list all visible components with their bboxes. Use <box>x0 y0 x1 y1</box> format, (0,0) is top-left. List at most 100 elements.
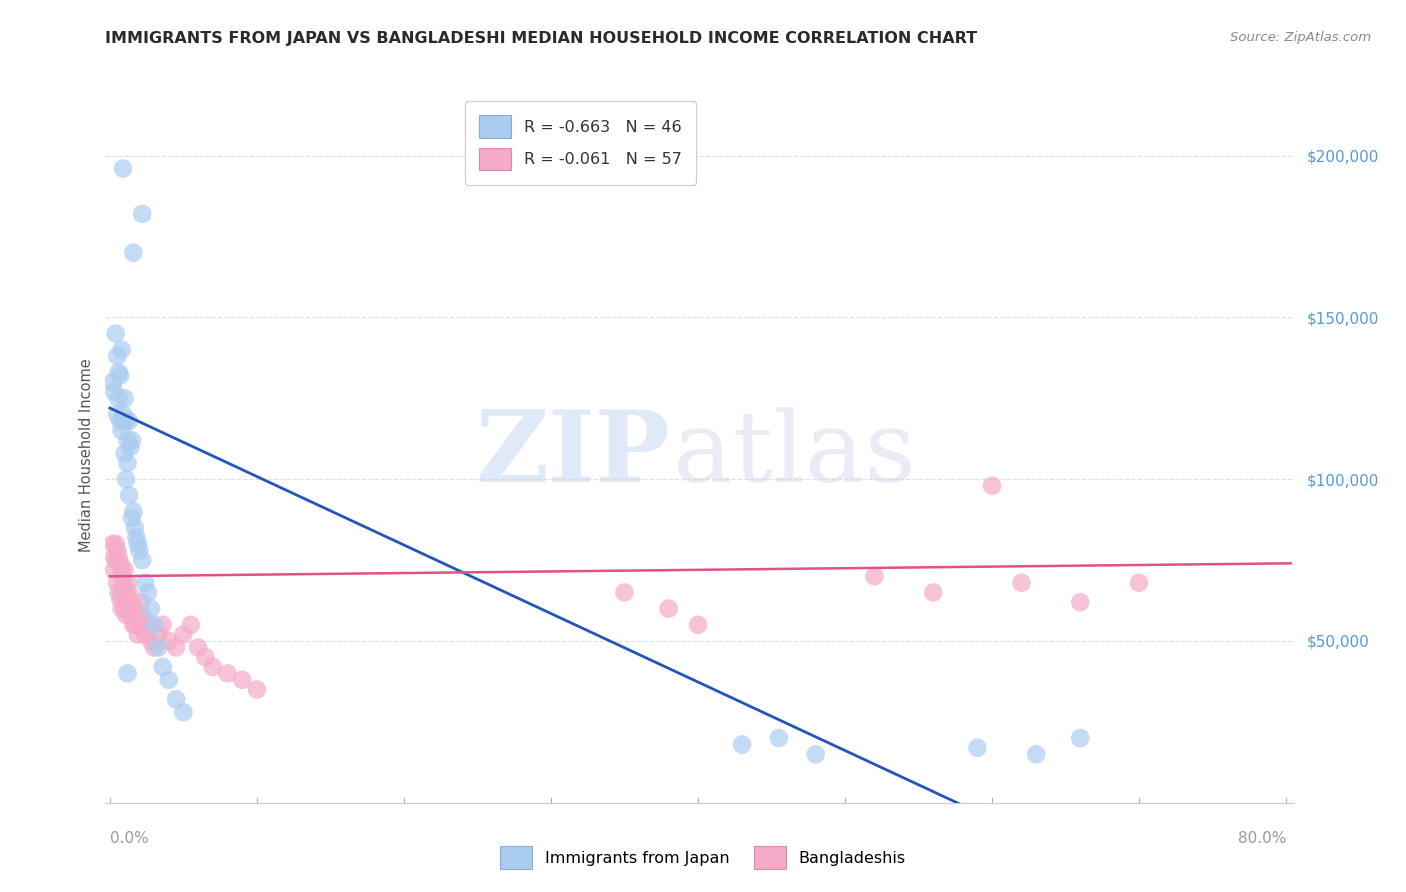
Point <box>246 682 269 697</box>
Point <box>105 408 128 422</box>
Point <box>127 627 149 641</box>
Point <box>768 731 790 745</box>
Point <box>117 575 139 590</box>
Point <box>122 601 145 615</box>
Point <box>1011 575 1033 590</box>
Point <box>105 543 128 558</box>
Point <box>117 595 139 609</box>
Point <box>658 601 681 615</box>
Point <box>115 608 138 623</box>
Point <box>103 563 125 577</box>
Point <box>105 575 128 590</box>
Point <box>111 601 134 615</box>
Point <box>114 563 136 577</box>
Point <box>686 617 709 632</box>
Point <box>180 617 202 632</box>
Point <box>134 575 156 590</box>
Point <box>131 553 153 567</box>
Point <box>121 511 143 525</box>
Point <box>103 549 125 564</box>
Point <box>118 414 141 428</box>
Point <box>201 660 224 674</box>
Point <box>187 640 209 655</box>
Point <box>112 575 135 590</box>
Point <box>112 414 135 428</box>
Point <box>111 563 134 577</box>
Point <box>217 666 239 681</box>
Text: IMMIGRANTS FROM JAPAN VS BANGLADESHI MEDIAN HOUSEHOLD INCOME CORRELATION CHART: IMMIGRANTS FROM JAPAN VS BANGLADESHI MED… <box>105 31 977 46</box>
Point <box>111 424 134 438</box>
Point <box>118 585 141 599</box>
Point <box>613 585 636 599</box>
Point <box>115 472 138 486</box>
Point <box>139 601 162 615</box>
Point <box>104 537 127 551</box>
Point <box>112 161 135 176</box>
Point <box>922 585 945 599</box>
Point <box>114 446 136 460</box>
Point <box>134 627 156 641</box>
Point <box>114 601 136 615</box>
Point <box>152 660 174 674</box>
Point <box>125 608 148 623</box>
Point <box>103 384 125 399</box>
Point <box>231 673 253 687</box>
Point <box>104 553 127 567</box>
Point <box>117 666 139 681</box>
Point <box>122 245 145 260</box>
Text: ZIP: ZIP <box>475 407 669 503</box>
Point <box>157 673 180 687</box>
Point <box>114 392 136 406</box>
Point <box>121 434 143 448</box>
Point <box>136 617 159 632</box>
Point <box>112 585 135 599</box>
Point <box>105 349 128 363</box>
Point <box>148 640 170 655</box>
Point <box>118 488 141 502</box>
Point <box>107 392 129 406</box>
Point <box>117 434 139 448</box>
Point <box>1069 731 1091 745</box>
Point <box>120 440 142 454</box>
Point <box>101 375 124 389</box>
Point <box>124 617 146 632</box>
Point <box>143 617 166 632</box>
Point <box>111 343 134 357</box>
Point <box>101 537 124 551</box>
Text: 0.0%: 0.0% <box>110 830 149 846</box>
Point <box>108 368 131 383</box>
Point <box>194 650 217 665</box>
Point <box>152 617 174 632</box>
Point <box>115 585 138 599</box>
Point <box>131 608 153 623</box>
Point <box>148 627 170 641</box>
Point <box>122 617 145 632</box>
Point <box>124 521 146 535</box>
Point <box>1128 575 1150 590</box>
Point <box>172 627 194 641</box>
Point <box>165 692 187 706</box>
Point <box>1069 595 1091 609</box>
Point <box>129 595 152 609</box>
Point <box>115 414 138 428</box>
Point <box>165 640 187 655</box>
Point <box>107 549 129 564</box>
Point <box>104 326 127 341</box>
Point <box>172 705 194 719</box>
Point <box>731 738 754 752</box>
Text: Source: ZipAtlas.com: Source: ZipAtlas.com <box>1230 31 1371 45</box>
Point <box>127 537 149 551</box>
Point <box>122 504 145 518</box>
Text: 80.0%: 80.0% <box>1237 830 1286 846</box>
Point <box>108 557 131 571</box>
Point <box>107 365 129 379</box>
Point <box>981 478 1004 492</box>
Point <box>120 608 142 623</box>
Point <box>108 414 131 428</box>
Point <box>108 591 131 606</box>
Point <box>143 640 166 655</box>
Point <box>107 585 129 599</box>
Point <box>112 408 135 422</box>
Point <box>136 585 159 599</box>
Legend: R = -0.663   N = 46, R = -0.061   N = 57: R = -0.663 N = 46, R = -0.061 N = 57 <box>465 101 696 185</box>
